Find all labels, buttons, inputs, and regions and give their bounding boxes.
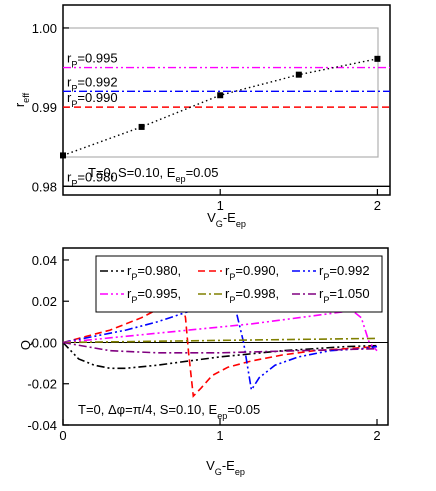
legend-label-part: r bbox=[225, 263, 230, 278]
reference-label-part: =0.980 bbox=[77, 169, 117, 184]
reference-label-part: P bbox=[71, 178, 77, 188]
legend-label-part: r bbox=[127, 286, 132, 301]
series-line bbox=[62, 341, 378, 370]
point bbox=[138, 123, 145, 130]
reference-label: rP=0.992 bbox=[67, 74, 118, 93]
x-tick-label: 1 bbox=[217, 198, 224, 213]
series-line bbox=[62, 298, 378, 393]
x-axis-label-part: ep bbox=[236, 219, 246, 229]
legend-label-part: =0.990, bbox=[235, 263, 279, 278]
annotation-part: =0.05 bbox=[227, 402, 260, 417]
point bbox=[374, 55, 381, 62]
legend-label: rP=1.050 bbox=[319, 286, 370, 305]
reference-label: rP=0.995 bbox=[67, 51, 118, 70]
x-axis-label-part: ep bbox=[235, 467, 245, 477]
legend-label: rP=0.998, bbox=[225, 286, 279, 305]
x-axis-label: VG-Eep bbox=[207, 210, 246, 229]
legend-label-part: P bbox=[229, 295, 235, 305]
reference-label-part: =0.995 bbox=[77, 51, 117, 66]
reference-label-part: r bbox=[67, 51, 72, 66]
legend-label: rP=0.995, bbox=[127, 286, 181, 305]
series-line bbox=[62, 337, 378, 344]
reference-label-part: =0.992 bbox=[77, 74, 117, 89]
reference-label-part: P bbox=[71, 60, 77, 70]
reference-label: rP=0.980 bbox=[67, 169, 118, 188]
reference-label-part: P bbox=[71, 99, 77, 109]
reference-label-part: P bbox=[71, 83, 77, 93]
legend-label-part: P bbox=[323, 272, 329, 282]
reference-label-part: r bbox=[67, 169, 72, 184]
annotation-part: T=0, S=0.10, E bbox=[88, 165, 176, 180]
annotation-part: ep bbox=[217, 411, 227, 421]
y-tick-label: -0.02 bbox=[27, 377, 57, 392]
point bbox=[295, 71, 302, 78]
x-axis-label-part: G bbox=[216, 219, 223, 229]
y-tick-label: 0.98 bbox=[32, 179, 57, 194]
reference-label-part: r bbox=[67, 74, 72, 89]
y-tick-label: 0.00 bbox=[32, 335, 57, 350]
x-axis-label-part: -E bbox=[222, 458, 235, 473]
x-axis-label-part: -E bbox=[223, 210, 236, 225]
point bbox=[217, 92, 224, 99]
reference-label: rP=0.990 bbox=[67, 90, 118, 109]
series-line bbox=[62, 341, 378, 354]
legend-label-part: =0.992 bbox=[329, 263, 369, 278]
legend-label-part: P bbox=[323, 295, 329, 305]
plot-frame bbox=[62, 247, 389, 426]
legend-label-part: =0.998, bbox=[235, 286, 279, 301]
y-tick-label: 0.99 bbox=[32, 100, 57, 115]
legend-label: rP=0.990, bbox=[225, 263, 279, 282]
y-tick-label: -0.04 bbox=[27, 418, 57, 433]
y-tick-label: 1.00 bbox=[32, 21, 57, 36]
legend-label: rP=0.992 bbox=[319, 263, 370, 282]
reference-label-part: =0.990 bbox=[77, 90, 117, 105]
legend-label-part: r bbox=[127, 263, 132, 278]
legend-label-part: r bbox=[319, 286, 324, 301]
legend-label-part: r bbox=[319, 263, 324, 278]
y-axis-label-part: eff bbox=[21, 92, 31, 102]
series-line bbox=[62, 298, 378, 398]
point bbox=[60, 152, 66, 159]
x-axis-label-part: V bbox=[206, 458, 215, 473]
x-tick-label: 2 bbox=[374, 198, 381, 213]
legend-label-part: r bbox=[225, 286, 230, 301]
legend-box bbox=[95, 255, 383, 313]
annotation-part: T=0, Δφ=π/4, S=0.10, E bbox=[78, 402, 218, 417]
x-tick-label: 2 bbox=[373, 428, 380, 443]
legend-label-part: P bbox=[131, 272, 137, 282]
y-tick-label: 0.04 bbox=[32, 253, 57, 268]
annotation: T=0, Δφ=π/4, S=0.10, Eep=0.05 bbox=[78, 402, 260, 421]
legend-label-part: =1.050 bbox=[329, 286, 369, 301]
legend-label-part: =0.980, bbox=[137, 263, 181, 278]
x-tick-label: 0 bbox=[59, 428, 66, 443]
legend-label-part: P bbox=[131, 295, 137, 305]
reference-label-part: r bbox=[67, 90, 72, 105]
x-axis-label-part: V bbox=[207, 210, 216, 225]
legend-label-part: =0.995, bbox=[137, 286, 181, 301]
y-axis-label: Q bbox=[18, 340, 33, 350]
annotation: T=0, S=0.10, Eep=0.05 bbox=[88, 165, 218, 184]
y-axis-label: reff bbox=[12, 92, 31, 107]
y-axis-label-part: r bbox=[12, 102, 27, 107]
legend-label-part: P bbox=[229, 272, 235, 282]
x-axis-label-part: G bbox=[215, 467, 222, 477]
plot-frame bbox=[62, 4, 391, 196]
series-line bbox=[62, 310, 378, 352]
legend-label: rP=0.980, bbox=[127, 263, 181, 282]
annotation-part: ep bbox=[175, 174, 185, 184]
annotation-part: =0.05 bbox=[186, 165, 219, 180]
y-tick-label: 0.02 bbox=[32, 294, 57, 309]
x-axis-label: VG-Eep bbox=[206, 458, 245, 477]
x-tick-label: 1 bbox=[216, 428, 223, 443]
y-axis-label-part: Q bbox=[18, 340, 33, 350]
